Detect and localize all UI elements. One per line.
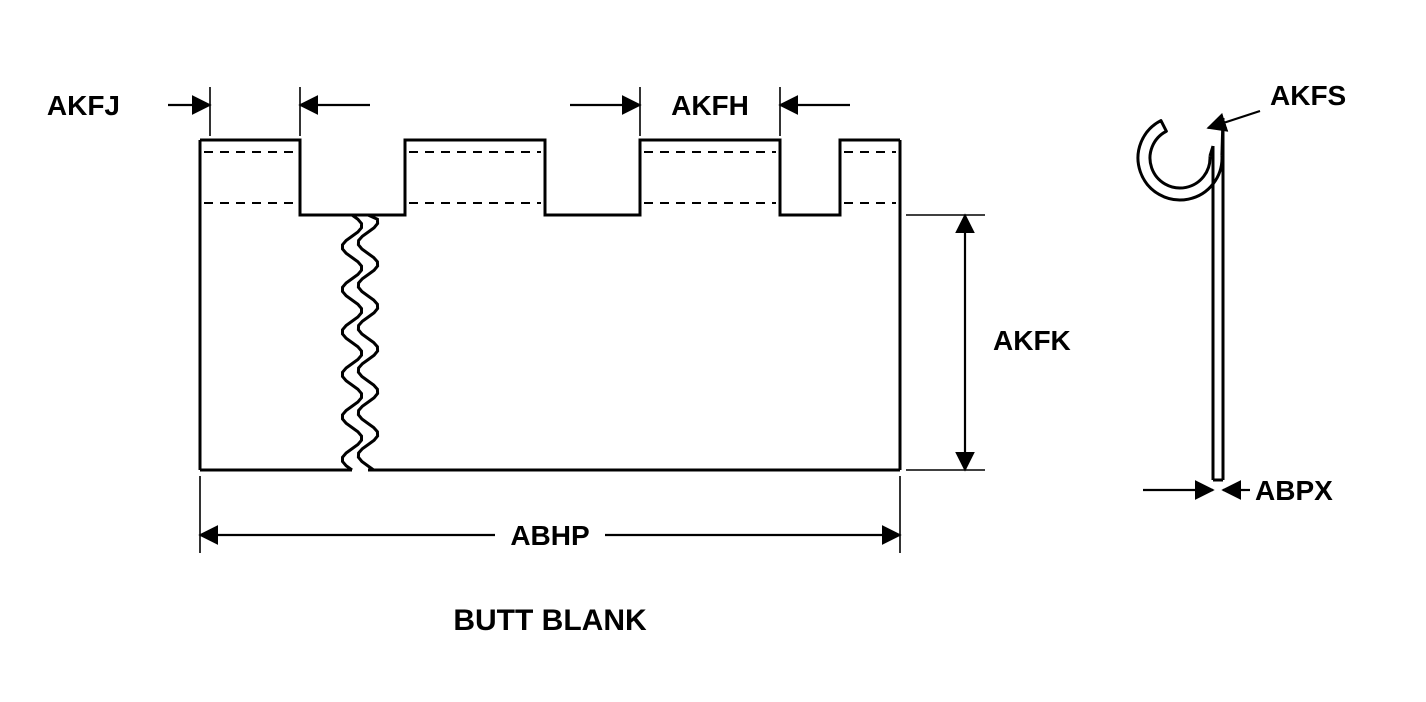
dim-label-abpx: ABPX <box>1255 475 1333 506</box>
front-view <box>200 140 900 470</box>
dim-label-akfj: AKFJ <box>47 90 120 121</box>
drawing-title: BUTT BLANK <box>453 604 647 637</box>
technical-drawing: AKFJ AKFH AKFK ABHP AKFS ABPX BUTT BLANK <box>0 0 1426 702</box>
dim-label-abhp: ABHP <box>510 520 589 551</box>
dim-label-akfk: AKFK <box>993 325 1071 356</box>
side-view <box>1138 118 1223 480</box>
dim-label-akfs: AKFS <box>1270 80 1346 111</box>
dim-label-akfh: AKFH <box>671 90 749 121</box>
